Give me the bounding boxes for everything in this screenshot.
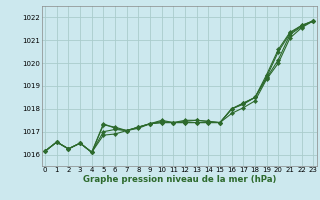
X-axis label: Graphe pression niveau de la mer (hPa): Graphe pression niveau de la mer (hPa) xyxy=(83,175,276,184)
